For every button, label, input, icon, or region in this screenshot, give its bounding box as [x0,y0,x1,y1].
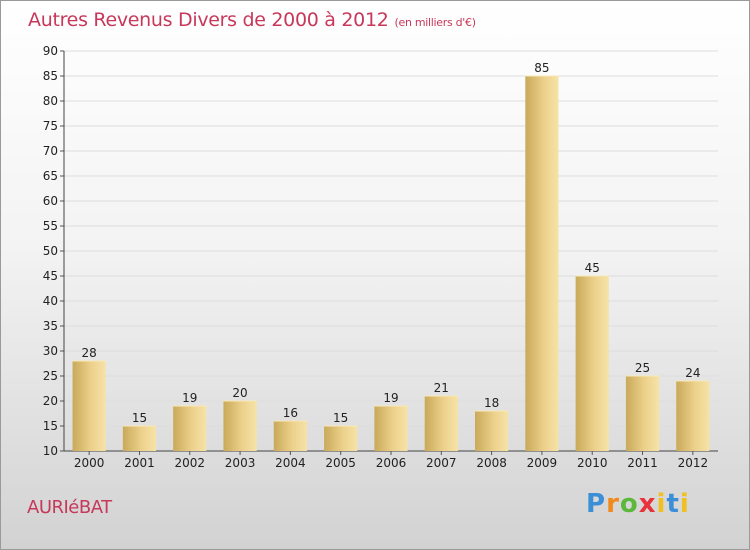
value-label-2002: 19 [182,391,197,405]
bar-2012 [676,381,710,451]
value-label-2011: 25 [635,361,650,375]
y-tick-label-40: 40 [43,294,58,308]
x-tick-label-2011: 2011 [627,456,658,470]
bars [72,75,710,451]
bar-2004 [273,421,307,451]
y-tick-labels: 10 15 20 25 30 35 40 45 50 55 60 65 70 75 80 85 90 [43,44,58,458]
x-tick-label-2006: 2006 [376,456,407,470]
bar-2009 [525,76,559,451]
value-label-2008: 18 [484,396,499,410]
x-tick-label-2004: 2004 [275,456,306,470]
value-labels: 28 15 19 20 16 15 19 21 18 85 45 25 24 [82,61,701,425]
value-label-2010: 45 [585,261,600,275]
bar-2003 [223,401,257,451]
value-label-2001: 15 [132,411,147,425]
value-label-2012: 24 [685,366,700,380]
bar-2000 [72,361,106,451]
y-tick-label-15: 15 [43,419,58,433]
chart-subtitle: (en milliers d'€) [394,16,476,29]
x-tick-label-2010: 2010 [577,456,608,470]
bar-2010 [575,276,609,451]
y-tick-label-25: 25 [43,369,58,383]
y-tick-label-65: 65 [43,169,58,183]
y-tick-label-75: 75 [43,119,58,133]
y-tick-label-45: 45 [43,269,58,283]
y-tick-label-55: 55 [43,219,58,233]
chart-title: Autres Revenus Divers de 2000 à 2012 (en … [28,9,476,31]
bar-2001 [122,426,157,451]
x-tick-label-2003: 2003 [225,456,256,470]
bar-2002 [173,406,207,451]
x-tick-label-2008: 2008 [476,456,507,470]
bar-2008 [475,411,509,451]
value-label-2005: 15 [333,411,348,425]
value-label-2003: 20 [232,386,247,400]
y-tick-label-50: 50 [43,244,58,258]
x-tick-label-2002: 2002 [174,456,205,470]
x-tick-label-2007: 2007 [426,456,457,470]
x-tick-labels: 2000 2001 2002 2003 2004 2005 2006 2007 2008 2009… [74,451,708,470]
x-tick-label-2000: 2000 [74,456,105,470]
y-tick-label-70: 70 [43,144,58,158]
value-label-2004: 16 [283,406,298,420]
y-tick-label-90: 90 [43,44,58,58]
bar-2005 [324,426,358,451]
bar-2011 [625,376,660,451]
y-tick-label-80: 80 [43,94,58,108]
bar-2007 [424,396,458,451]
grid-lines [60,50,718,452]
value-label-2006: 19 [383,391,398,405]
chart-title-text: Autres Revenus Divers de 2000 à 2012 [28,9,389,31]
value-label-2000: 28 [82,346,97,360]
y-tick-label-35: 35 [43,319,58,333]
value-label-2009: 85 [534,61,549,75]
value-label-2007: 21 [434,381,449,395]
x-tick-label-2005: 2005 [325,456,356,470]
bar-2006 [374,406,408,451]
x-tick-label-2012: 2012 [678,456,709,470]
x-tick-label-2009: 2009 [527,456,558,470]
place-name: AURIéBAT [27,497,112,518]
y-tick-label-20: 20 [43,394,58,408]
x-tick-label-2001: 2001 [124,456,155,470]
proxiti-logo: Proxiti [586,489,690,519]
y-tick-label-60: 60 [43,194,58,208]
y-tick-label-10: 10 [43,444,58,458]
y-tick-label-30: 30 [43,344,58,358]
y-tick-label-85: 85 [43,69,58,83]
